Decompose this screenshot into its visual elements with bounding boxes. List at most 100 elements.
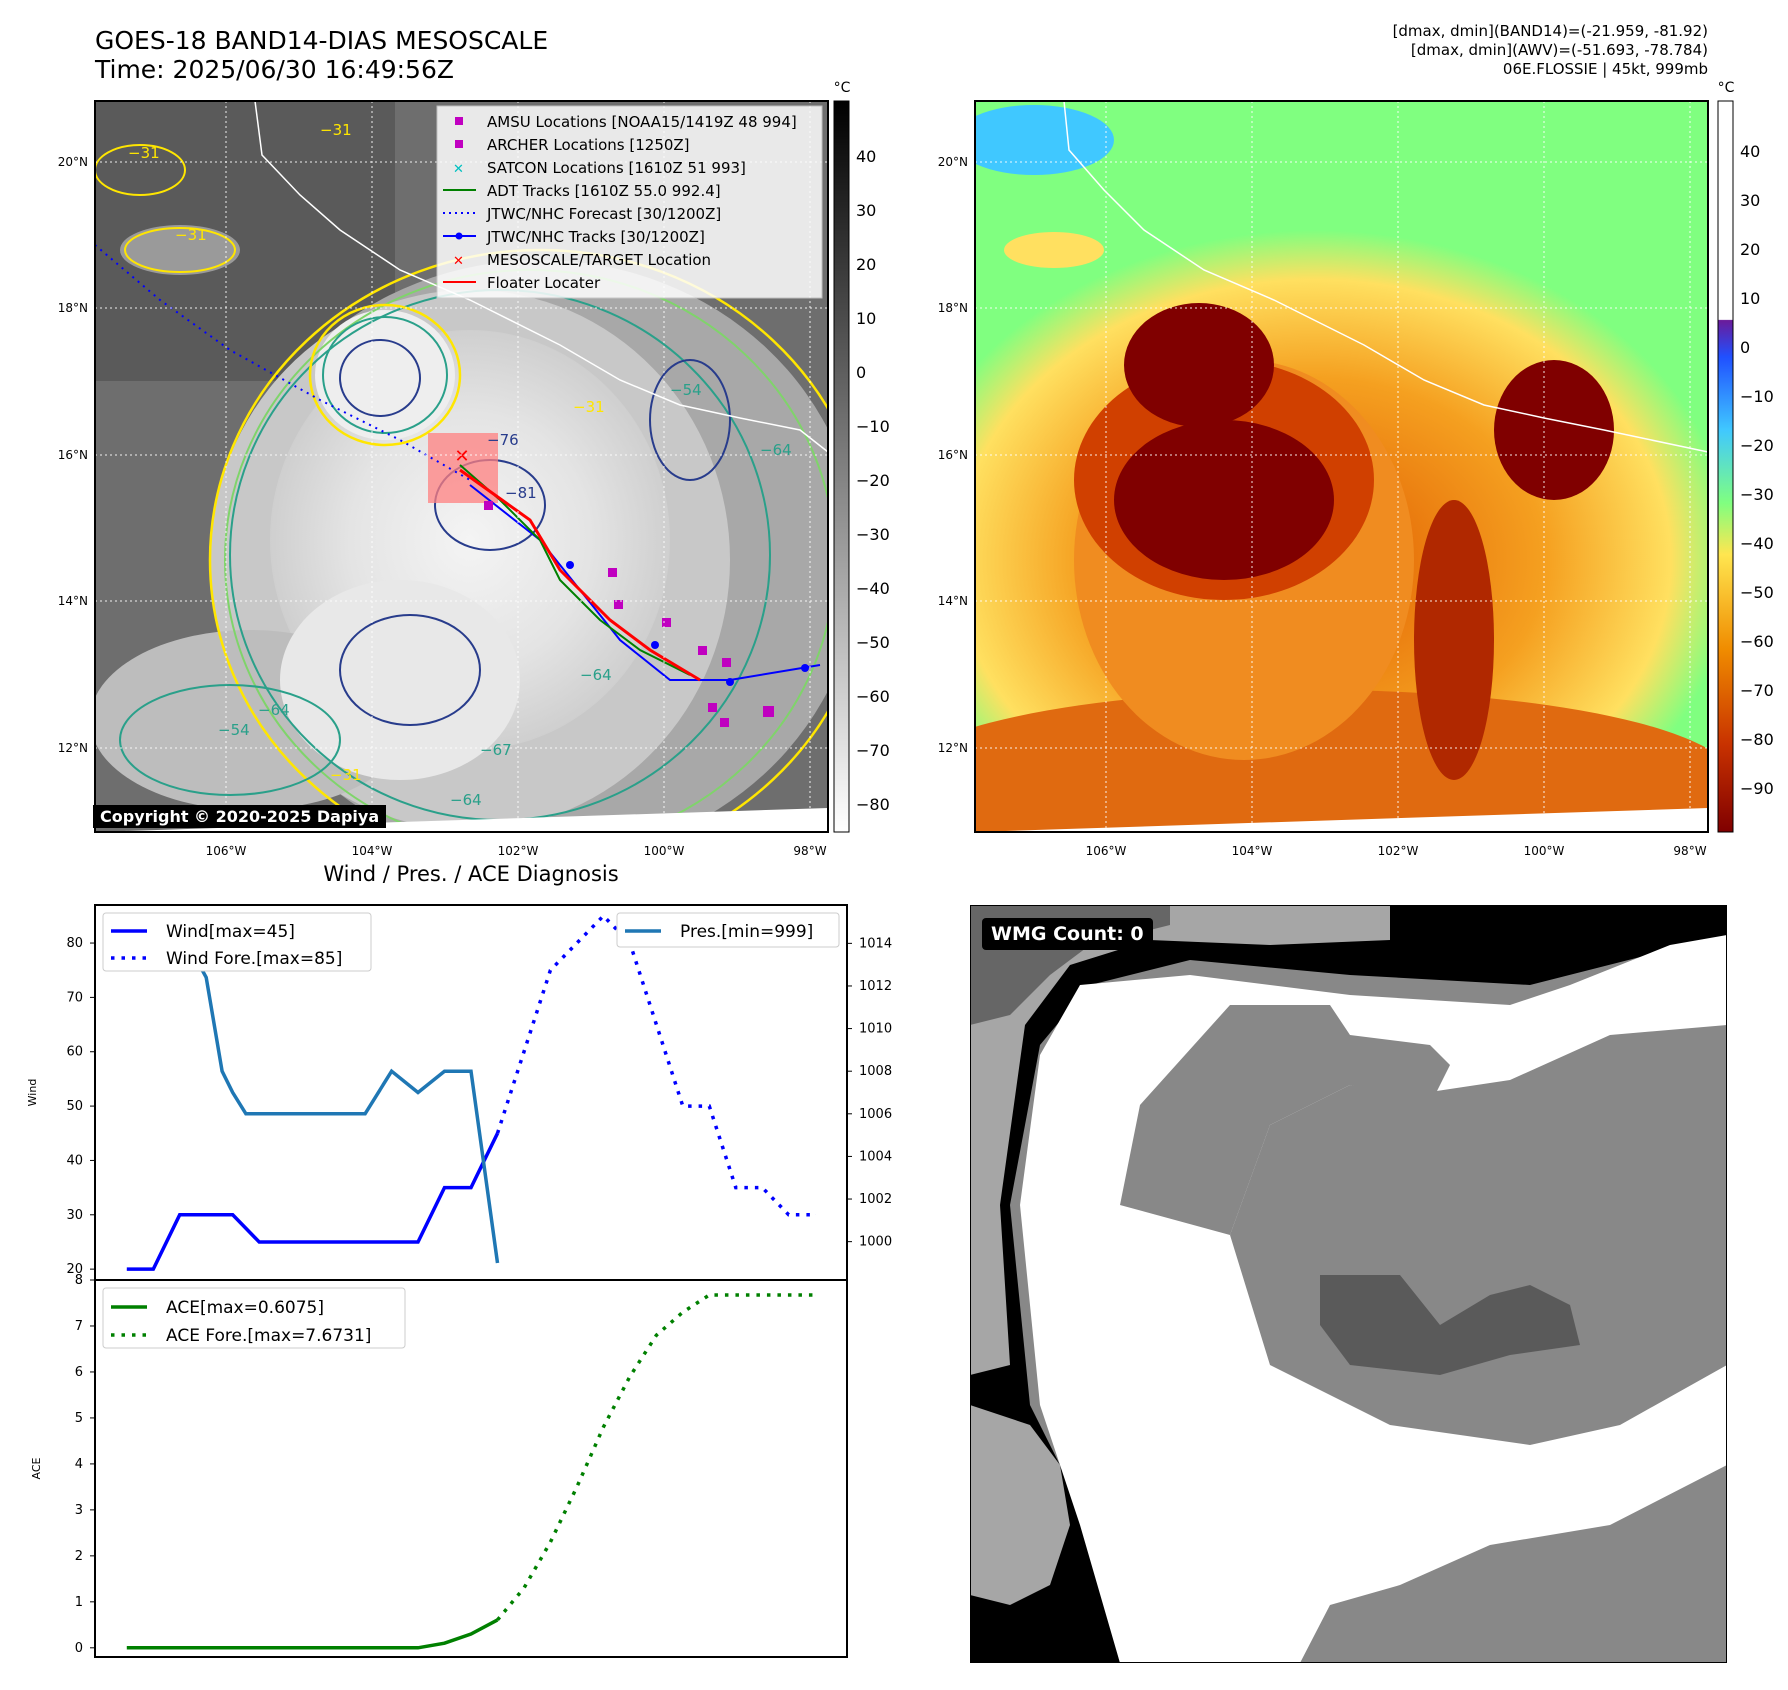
colorbar-tick: 10 [1740,289,1760,308]
wmg-dark-core [1320,1275,1580,1375]
ace-ytick-label: 1 [75,1595,83,1610]
contour-label: −31 [128,144,160,162]
legend-marker-archer [455,140,463,148]
pressure-ytick-label: 1010 [859,1022,892,1037]
contour-label: −31 [320,121,352,139]
wind-axis-label: Wind [26,1079,39,1107]
ace-ytick-label: 6 [75,1365,83,1380]
ir-map-panel: ✕ −31 −31 −31 −54 −64 −76 −81 −31 −64 −5… [58,80,890,858]
contour-label: −54 [670,381,702,399]
track-point [651,641,659,649]
ir-colorbar [833,100,850,833]
colorbar-tick: 30 [1740,191,1760,210]
colorbar-tick: −70 [856,741,890,760]
contour-labels: −31 −31 −31 −54 −64 −76 −81 −31 −64 −54 … [128,121,792,809]
ace-ytick-label: 4 [75,1457,83,1472]
colorbar-tick: −10 [1740,387,1774,406]
wmg-count-badge: WMG Count: 0 [982,918,1153,950]
awv-map-frame [974,100,1709,833]
target-marker: ✕ [454,446,469,467]
legend-item: JTWC/NHC Tracks [30/1200Z] [486,228,705,246]
wind-ytick-label: 80 [66,936,83,951]
pressure-ytick-label: 1000 [859,1235,892,1250]
pressure-legend-item: Pres.[min=999] [680,922,813,942]
colorbar-tick: −70 [1740,681,1774,700]
contour-label: −64 [450,791,482,809]
awv-map-lon-ticks: 106°W 104°W 102°W 100°W 98°W [1086,844,1707,858]
contour-label: −54 [218,721,250,739]
colorbar-tick: 20 [856,255,876,274]
ace-ytick-label: 3 [75,1503,83,1518]
awv-map-lat-ticks: 20°N 18°N 16°N 14°N 12°N [938,155,968,755]
archer-point [698,646,707,655]
map-legend: AMSU Locations [NOAA15/1419Z 48 994] ARC… [436,105,823,299]
archer-point [608,568,617,577]
lon-tick: 100°W [1524,844,1565,858]
lat-tick: 20°N [58,155,88,169]
colorbar-tick: −30 [1740,485,1774,504]
colorbar-tick: −50 [856,633,890,652]
colorbar-tick: −60 [856,687,890,706]
contour-label: −64 [760,441,792,459]
colorbar-tick: −40 [856,579,890,598]
track-point [566,561,574,569]
colorbar-tick: 40 [1740,142,1760,161]
contour-label: −81 [505,484,537,502]
amsu-point [484,501,493,510]
awv-colorbar-unit: °C [1718,80,1735,96]
colorbar-tick: −80 [1740,730,1774,749]
coastline [1063,101,1708,453]
colorbar-tick: 10 [856,309,876,328]
lon-tick: 98°W [793,844,826,858]
ace-ytick-label: 8 [75,1273,83,1288]
ace-ytick-label: 7 [75,1319,83,1334]
archer-point [662,618,671,627]
wind-ytick-label: 20 [66,1262,83,1277]
colorbar-tick: −10 [856,417,890,436]
coastline [254,101,828,453]
colorbar-tick: 30 [856,201,876,220]
colorbar-tick: −20 [1740,436,1774,455]
ir-map-frame [94,100,829,833]
lon-tick: 100°W [644,844,685,858]
diagnosis-chart: 2030405060708010001002100410061008101010… [26,904,892,1658]
pressure-ytick-label: 1014 [859,936,892,951]
wind-ytick-label: 70 [66,990,83,1005]
colorbar-tick: −50 [1740,583,1774,602]
pressure-ytick-label: 1008 [859,1064,892,1079]
legend-marker-target: ✕ [453,254,464,269]
legend-item: ARCHER Locations [1250Z] [487,136,690,154]
lat-tick: 14°N [938,594,968,608]
ace-legend [102,1287,406,1349]
legend-marker-amsu [455,117,463,125]
contour-label: −64 [258,701,290,719]
wind-ytick-label: 60 [66,1045,83,1060]
awv-map-panel: 106°W 104°W 102°W 100°W 98°W 20°N 18°N 1… [938,80,1774,858]
contour-label: −76 [487,431,519,449]
contour-label: −31 [330,766,362,784]
pressure-ytick-label: 1002 [859,1192,892,1207]
copyright-badge: Copyright © 2020-2025 Dapiya [93,805,387,828]
wind-legend-item: Wind Fore.[max=85] [166,949,342,969]
colorbar-tick: −60 [1740,632,1774,651]
archer-point [708,703,717,712]
awv-colorbar [1717,100,1734,833]
lat-tick: 18°N [58,301,88,315]
legend-item: Floater Locater [487,274,601,292]
ir-colorbar-ticks: 40 30 20 10 0 −10 −20 −30 −40 −50 −60 −7… [856,147,890,814]
legend-item: ADT Tracks [1610Z 55.0 992.4] [487,182,721,200]
ir-imagery: ✕ −31 −31 −31 −54 −64 −76 −81 −31 −64 −5… [95,101,828,832]
awv-imagery [975,101,1708,832]
lat-tick: 16°N [938,448,968,462]
meta-band14-range: [dmax, dmin](BAND14)=(-21.959, -81.92) [1392,22,1708,40]
wind-legend-item: Wind[max=45] [166,922,295,942]
pressure-ytick-label: 1012 [859,979,892,994]
contour-label: −31 [573,398,605,416]
legend-item: SATCON Locations [1610Z 51 993] [487,159,746,177]
pressure-ytick-label: 1004 [859,1149,892,1164]
archer-point [722,658,731,667]
contour-label: −67 [480,741,512,759]
diagnosis-title: Wind / Pres. / ACE Diagnosis [323,862,619,886]
colorbar-tick: −30 [856,525,890,544]
pressure-ytick-label: 1006 [859,1107,892,1122]
